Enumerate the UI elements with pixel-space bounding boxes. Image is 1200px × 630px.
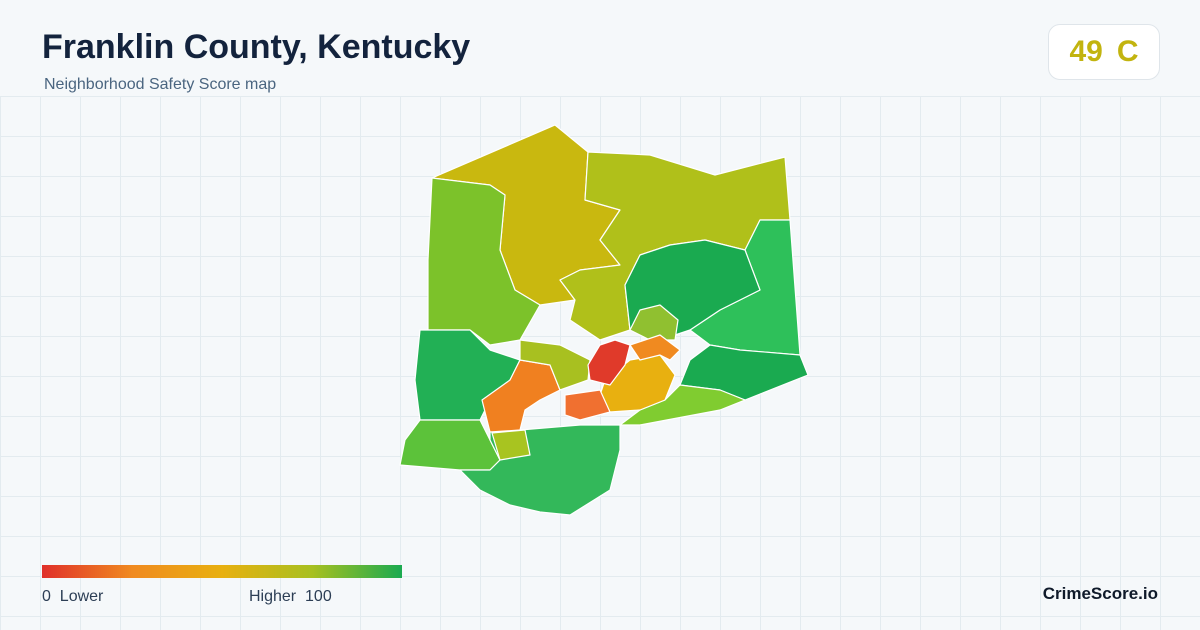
score-grade: C — [1116, 35, 1139, 68]
legend-max-label: Higher — [249, 588, 297, 605]
region — [587, 339, 631, 386]
region — [564, 389, 611, 421]
region — [629, 334, 681, 361]
legend-max-value: 100 — [305, 588, 332, 605]
region — [629, 304, 679, 341]
region — [519, 339, 591, 391]
region — [399, 419, 501, 471]
legend-max: Higher 100 — [249, 588, 332, 606]
title: Franklin County, Kentucky — [42, 28, 471, 66]
neighborhoods — [399, 124, 809, 516]
subtitle: Neighborhood Safety Score map — [44, 76, 277, 93]
legend-min-value: 0 — [42, 588, 51, 605]
brand: CrimeScore.io — [1042, 584, 1158, 603]
score-badge: 49 C — [1048, 24, 1160, 80]
legend-min-label: Lower — [59, 588, 104, 605]
legend-min: 0 Lower — [42, 588, 103, 606]
legend-gradient — [42, 565, 402, 578]
score-value: 49 — [1069, 35, 1103, 68]
region — [427, 177, 541, 346]
region — [619, 384, 746, 426]
